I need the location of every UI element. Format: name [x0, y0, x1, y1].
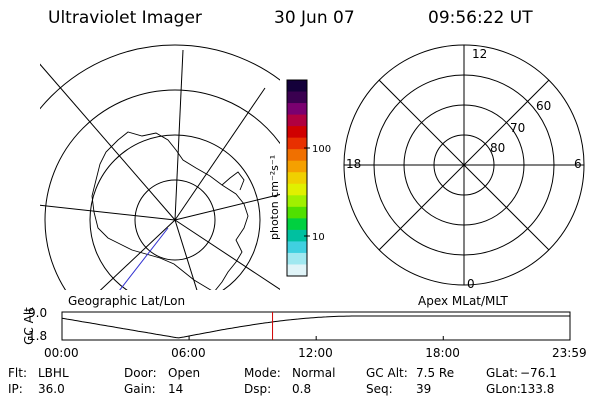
info-value: 7.5 Re [416, 366, 455, 380]
info-value: 14 [168, 382, 184, 396]
info-label: Gain: [124, 382, 156, 396]
ytick-9: 9.0 [28, 306, 48, 320]
timeline-xtick-label: 18:00 [425, 346, 460, 360]
altitude-curve [61, 315, 570, 339]
meridian [174, 219, 198, 290]
lat-circle [89, 134, 261, 290]
meridian [174, 219, 280, 290]
colorbar: 100 10 photon cm⁻²s⁻¹ [268, 79, 331, 277]
colorbar-cell [287, 218, 307, 231]
ytick-1-8: 1.8 [28, 329, 48, 343]
info-label: GC Alt: [366, 366, 408, 380]
geographic-caption: Geographic Lat/Lon [68, 294, 186, 308]
colorbar-cell [287, 172, 307, 185]
magnetic-polar-plot [343, 44, 585, 286]
colorbar-cell [287, 91, 307, 104]
mlt-label-12: 12 [472, 47, 487, 61]
lat-circle [134, 179, 216, 261]
meridian [174, 193, 280, 221]
meridian [99, 219, 176, 290]
colorbar-cell [287, 160, 307, 173]
mlat-label-80: 80 [490, 141, 505, 155]
colorbar-cell [287, 126, 307, 139]
mlt-meridian [373, 74, 555, 256]
meridian [174, 87, 266, 221]
altitude-timeline: 00:00 06:00 12:00 18:00 23:59 [44, 311, 587, 360]
colorbar-cell [287, 137, 307, 150]
info-label: Seq: [366, 382, 393, 396]
mlat-label-70: 70 [510, 121, 525, 135]
meridian [174, 49, 184, 221]
colorbar-cell [287, 241, 307, 254]
colorbar-unit-label: photon cm⁻²s⁻¹ [268, 155, 281, 240]
info-label: Dsp: [244, 382, 272, 396]
info-label: GLon: [486, 382, 521, 396]
timeline-xtick-label: 00:00 [44, 346, 79, 360]
info-label: GLat: [486, 366, 519, 380]
instrument-title: Ultraviolet Imager [48, 8, 202, 28]
info-label: IP: [8, 382, 23, 396]
meridian [40, 63, 176, 221]
mlat-label-60: 60 [536, 99, 551, 113]
info-value: −76.1 [520, 366, 557, 380]
timeline-xtick-label: 23:59 [552, 346, 587, 360]
colorbar-cell [287, 183, 307, 196]
info-value: 36.0 [38, 382, 65, 396]
info-label: Door: [124, 366, 157, 380]
info-value: 39 [416, 382, 432, 396]
timeline-xtick-label: 12:00 [298, 346, 333, 360]
timeline-xtick-label: 06:00 [171, 346, 206, 360]
lat-circle [40, 44, 280, 110]
apex-caption: Apex MLat/MLT [418, 294, 508, 308]
geographic-map [40, 44, 280, 290]
colorbar-cell [287, 114, 307, 127]
mlt-label-18: 18 [346, 157, 361, 171]
colorbar-tick-10: 10 [312, 232, 325, 243]
satellite-track [119, 227, 169, 290]
info-value: LBHL [38, 366, 69, 380]
colorbar-cell [287, 103, 307, 116]
colorbar-cell [287, 149, 307, 162]
colorbar-frame [286, 79, 308, 277]
date-label: 30 Jun 07 [274, 8, 355, 28]
time-label: 09:56:22 UT [428, 8, 533, 28]
antarctica-coastline [91, 131, 249, 290]
info-value: Open [168, 366, 201, 380]
colorbar-tick-100: 100 [312, 144, 331, 155]
colorbar-cell [287, 229, 307, 242]
mlt-label-0: 0 [467, 277, 475, 291]
info-value: 0.8 [292, 382, 312, 396]
colorbar-cell [287, 80, 307, 93]
lat-circle [44, 89, 280, 290]
info-value: Normal [292, 366, 336, 380]
info-value: 133.8 [520, 382, 555, 396]
colorbar-cell [287, 252, 307, 265]
info-label: Mode: [244, 366, 281, 380]
peninsula-coastline [221, 171, 245, 191]
colorbar-cell [287, 206, 307, 219]
mlt-label-6: 6 [574, 157, 582, 171]
meridian [40, 204, 176, 221]
colorbar-cell [287, 264, 307, 277]
colorbar-cell [287, 195, 307, 208]
info-label: Flt: [8, 366, 27, 380]
